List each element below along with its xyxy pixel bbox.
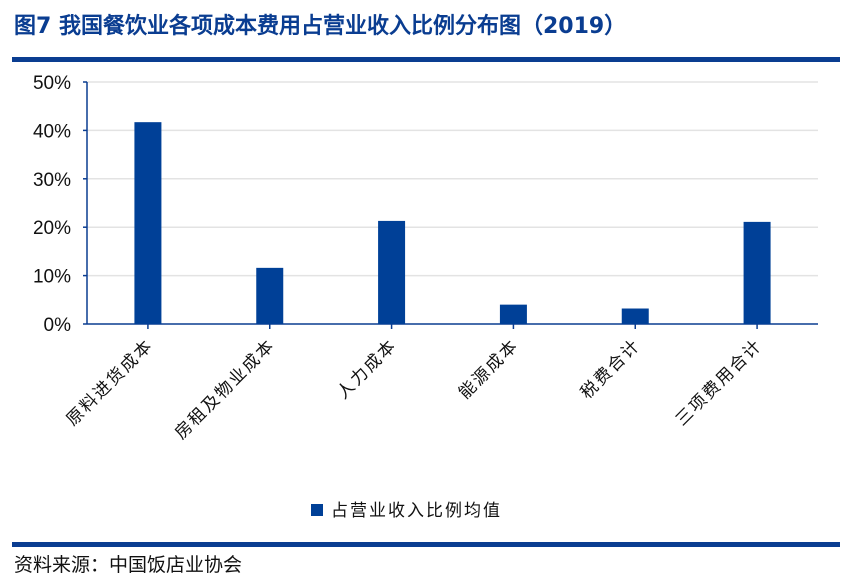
y-tick-label: 0% — [44, 315, 72, 336]
bottom-rule — [12, 542, 840, 547]
x-tick-label: 原料进货成本 — [63, 335, 158, 430]
top-rule — [12, 57, 840, 62]
chart-title: 图7 我国餐饮业各项成本费用占营业收入比例分布图（2019） — [14, 14, 627, 39]
x-tick-label: 人力成本 — [333, 335, 401, 403]
y-tick-label: 20% — [33, 218, 71, 239]
x-tick-label: 三项费用合计 — [672, 335, 767, 430]
y-tick-label: 30% — [33, 170, 71, 191]
x-tick-label: 房租及物业成本 — [171, 335, 279, 443]
bar — [743, 221, 771, 324]
bar — [134, 122, 162, 324]
bar — [256, 267, 284, 324]
bar — [621, 308, 649, 324]
x-tick-label: 能源成本 — [455, 335, 523, 403]
x-tick-label: 税费合计 — [577, 335, 645, 403]
y-tick-label: 50% — [33, 73, 71, 94]
legend-swatch — [311, 504, 323, 516]
y-tick-label: 10% — [33, 267, 71, 288]
bar — [499, 304, 527, 324]
legend-label: 占营业收入比例均值 — [331, 501, 502, 521]
y-tick-label: 40% — [33, 121, 71, 142]
bar — [378, 220, 406, 324]
source-note: 资料来源：中国饭店业协会 — [14, 554, 243, 576]
